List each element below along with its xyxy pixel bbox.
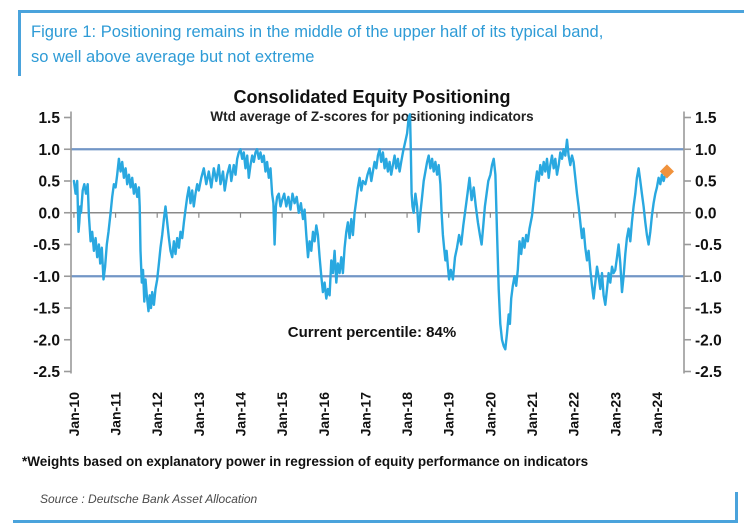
- x-tick-label: Jan-21: [524, 392, 540, 437]
- y-tick-label: -2.5: [33, 364, 60, 381]
- chart-subtitle: Wtd average of Z-scores for positioning …: [210, 109, 534, 124]
- x-tick-label: Jan-15: [274, 392, 290, 437]
- end-marker-icon: [659, 164, 674, 179]
- x-tick-label: Jan-10: [66, 392, 82, 437]
- x-tick-label: Jan-18: [399, 392, 415, 437]
- source-attribution: Source : Deutsche Bank Asset Allocation: [40, 492, 258, 506]
- y-tick-label: 0.0: [38, 205, 60, 222]
- y-tick-label: -1.5: [33, 301, 60, 318]
- x-tick-label: Jan-19: [441, 392, 457, 437]
- y-tick-label: 1.5: [38, 110, 60, 127]
- y-tick-label: -2.5: [695, 364, 722, 381]
- y-tick-label: 0.5: [695, 174, 717, 191]
- y-tick-label: -0.5: [33, 237, 60, 254]
- x-tick-label: Jan-23: [607, 392, 623, 437]
- bottom-frame-rule: [13, 492, 738, 523]
- y-tick-label: 0.0: [695, 205, 717, 222]
- current-percentile-annotation: Current percentile: 84%: [287, 324, 457, 341]
- series-line: [72, 113, 669, 351]
- x-tick-label: Jan-16: [316, 392, 332, 437]
- x-tick-label: Jan-11: [108, 392, 124, 436]
- weights-footnote: *Weights based on explanatory power in r…: [22, 454, 589, 469]
- figure-caption-line2: so well above average but not extreme: [31, 47, 315, 66]
- figure-caption-line1: Figure 1: Positioning remains in the mid…: [31, 23, 604, 41]
- x-tick-label: Jan-12: [149, 392, 165, 437]
- y-tick-label: -2.0: [33, 332, 60, 349]
- figure-caption: Figure 1: Positioning remains in the mid…: [18, 10, 744, 76]
- y-tick-label: 1.0: [695, 142, 717, 159]
- x-tick-label: Jan-22: [566, 392, 582, 437]
- x-tick-label: Jan-14: [232, 392, 248, 437]
- x-tick-label: Jan-17: [357, 392, 373, 437]
- y-tick-label: -1.5: [695, 301, 722, 318]
- x-tick-label: Jan-24: [649, 392, 665, 437]
- y-tick-label: 0.5: [38, 174, 60, 191]
- y-tick-label: -1.0: [33, 269, 60, 286]
- x-tick-label: Jan-20: [482, 392, 498, 437]
- y-tick-label: 1.0: [38, 142, 60, 159]
- y-tick-label: 1.5: [695, 110, 717, 127]
- y-tick-label: -2.0: [695, 332, 722, 349]
- chart-title: Consolidated Equity Positioning: [233, 87, 511, 107]
- y-tick-label: -0.5: [695, 237, 722, 254]
- x-tick-label: Jan-13: [191, 392, 207, 437]
- y-tick-label: -1.0: [695, 269, 722, 286]
